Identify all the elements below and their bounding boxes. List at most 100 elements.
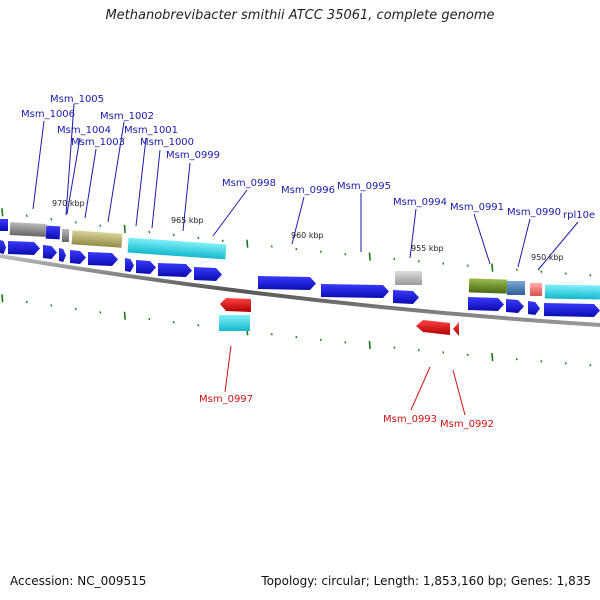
outer-tick [1,208,4,217]
inner-tick [123,311,126,320]
leader-msm-0994 [409,208,417,259]
leader-msm-1002 [107,121,125,223]
forward-gene-arrow[interactable] [70,250,86,264]
outer-tick [148,230,151,234]
feature-block-blue [45,225,61,240]
leader-msm-1005 [65,103,75,216]
outer-tick [270,245,273,248]
forward-gene-arrow[interactable] [194,267,222,281]
forward-gene-arrow[interactable] [125,258,134,272]
inner-tick-ring [1,294,592,367]
gene-label-msm-0992[interactable]: Msm_0992 [440,419,494,430]
gene-label-msm-1002[interactable]: Msm_1002 [100,111,154,122]
bottom-gene-labels: Msm_0997 Msm_0993 Msm_0992 [199,394,494,430]
leader-msm-0990 [517,218,531,268]
reverse-gene-msm-0993[interactable] [416,320,450,335]
outer-tick [515,268,518,271]
feature-block-cyan [127,237,227,260]
scale-label-950: 950 kbp [531,253,564,262]
inner-tick [148,317,151,321]
outer-tick [589,274,592,277]
forward-gene-arrow[interactable] [88,252,118,266]
forward-gene-arrow[interactable] [528,301,540,315]
scale-label-965: 965 kbp [171,216,204,225]
forward-gene-arrow[interactable] [506,299,524,313]
leader-msm-0991 [473,213,491,265]
feature-track-top [0,219,600,300]
gene-label-msm-0997[interactable]: Msm_0997 [199,394,253,405]
outer-tick-ring [1,208,592,277]
forward-gene-arrow[interactable] [0,240,6,254]
feature-block-cyan [544,284,600,300]
leader-msm-1004 [66,137,81,215]
inner-tick [393,346,396,349]
forward-gene-arrow[interactable] [43,245,57,259]
leader-msm-0992 [452,369,466,416]
inner-tick [417,348,420,352]
gene-label-msm-1005[interactable]: Msm_1005 [50,94,104,105]
gene-label-msm-0998[interactable]: Msm_0998 [222,178,276,189]
leader-msm-0998 [212,189,248,237]
forward-gene-arrow[interactable] [393,290,419,304]
inner-tick [564,362,567,365]
gene-label-msm-1006[interactable]: Msm_1006 [21,109,75,120]
inner-tick [589,364,592,367]
leader-msm-0993 [410,366,431,411]
leader-msm-1001 [135,137,147,227]
gene-label-msm-1004[interactable]: Msm_1004 [57,125,111,136]
forward-gene-arrow[interactable] [468,297,504,311]
outer-tick [123,224,126,233]
outer-tick [197,236,200,240]
reverse-gene-msm-0997[interactable] [220,298,251,312]
gene-label-rpl10e[interactable]: rpl10e [563,210,595,221]
scale-label-955: 955 kbp [411,244,444,253]
outer-tick [246,239,249,248]
forward-gene-arrow[interactable] [158,263,192,277]
gene-label-msm-0993[interactable]: Msm_0993 [383,414,437,425]
gene-label-msm-1000[interactable]: Msm_1000 [140,137,194,148]
gene-label-msm-1003[interactable]: Msm_1003 [71,137,125,148]
scale-label-960: 960 kbp [291,231,324,240]
forward-gene-arrow[interactable] [59,248,66,262]
outer-tick [25,214,28,217]
outer-tick [99,224,102,227]
forward-gene-arrow[interactable] [8,241,40,255]
reverse-strand-genes [219,298,459,336]
outer-tick [368,252,371,261]
inner-tick [25,300,28,304]
feature-block-pink [530,283,542,296]
leader-msm-0996 [291,196,305,245]
outer-tick [393,257,396,261]
genome-summary-text: Topology: circular; Length: 1,853,160 bp… [261,574,591,588]
inner-tick [344,341,347,344]
forward-gene-arrow[interactable] [258,276,316,290]
reverse-gene-msm-0992[interactable] [453,322,459,336]
leader-msm-1003 [84,148,97,219]
outer-tick [491,263,494,272]
inner-tick [172,320,175,324]
gene-label-msm-0995[interactable]: Msm_0995 [337,181,391,192]
feature-block-gray [62,229,69,242]
forward-gene-arrow[interactable] [321,284,389,298]
scale-labels: 970 kbp 965 kbp 960 kbp 955 kbp 950 kbp [52,199,564,262]
inner-tick [466,353,469,356]
feature-block-gray [9,222,47,237]
scale-label-970: 970 kbp [52,199,85,208]
inner-tick [99,311,102,314]
forward-gene-arrow[interactable] [136,260,156,274]
outer-tick [442,262,445,265]
gene-label-msm-0991[interactable]: Msm_0991 [450,202,504,213]
forward-gene-arrow[interactable] [544,303,600,317]
gene-label-msm-0994[interactable]: Msm_0994 [393,197,447,208]
gene-label-msm-1001[interactable]: Msm_1001 [124,125,178,136]
gene-label-msm-0990[interactable]: Msm_0990 [507,207,561,218]
leader-msm-0997 [224,345,232,393]
gene-label-msm-0996[interactable]: Msm_0996 [281,185,335,196]
label-leader-lines [32,103,579,416]
outer-tick [172,233,175,237]
outer-tick [466,264,469,267]
feature-block-lightgray [395,271,422,285]
gene-label-msm-0999[interactable]: Msm_0999 [166,150,220,161]
genome-backbone [0,254,600,327]
